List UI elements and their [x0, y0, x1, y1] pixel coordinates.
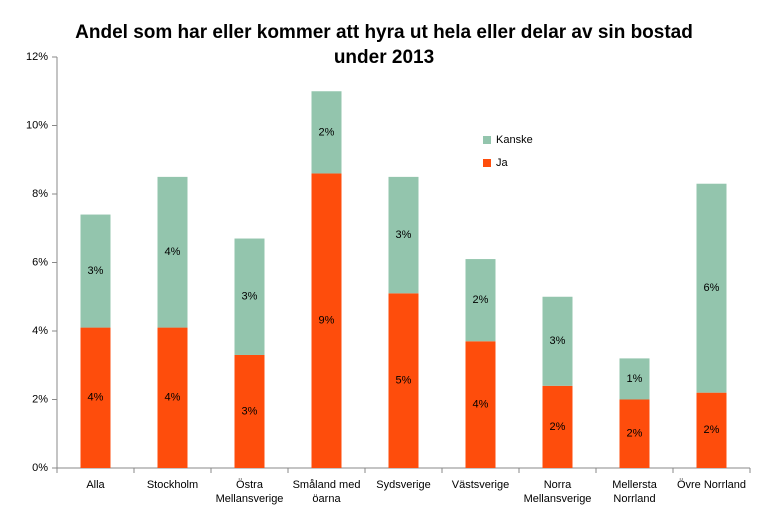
value-label: 3% [396, 229, 412, 241]
value-label: 6% [704, 282, 720, 294]
x-tick-label: Västsverige [451, 479, 510, 491]
bar-segment [311, 91, 342, 174]
value-label: 4% [165, 246, 181, 258]
x-tick-label: Mellersta Norrland [612, 479, 657, 505]
x-tick-label: Stockholm [146, 479, 199, 491]
bar-segment [696, 183, 727, 393]
x-tick-label: Alla [86, 479, 105, 491]
value-label: 2% [627, 428, 643, 440]
x-tick-label: Östra Mellansverige [215, 479, 284, 505]
bar-segment [388, 293, 419, 468]
bar-segment [80, 327, 111, 468]
value-label: 2% [704, 424, 720, 436]
legend-label: Kanske [496, 134, 533, 146]
bar-segment [311, 173, 342, 468]
legend-swatch [483, 159, 491, 167]
bar-segment [619, 399, 650, 468]
bar-segment [542, 296, 573, 386]
value-label: 3% [88, 265, 104, 277]
bar-segment [157, 176, 188, 328]
bar-segment [234, 354, 265, 468]
legend-label: Ja [496, 157, 509, 169]
value-label: 9% [319, 315, 335, 327]
value-label: 2% [550, 421, 566, 433]
value-label: 2% [319, 126, 335, 138]
value-label: 4% [473, 399, 489, 411]
legend-swatch [483, 136, 491, 144]
x-tick-label: Småland med öarna [292, 479, 361, 505]
bar-segment [696, 392, 727, 468]
bar-segment [465, 341, 496, 468]
y-tick-label: 4% [32, 325, 48, 337]
value-label: 3% [242, 291, 258, 303]
value-label: 3% [550, 335, 566, 347]
bar-segment [234, 238, 265, 355]
value-label: 2% [473, 294, 489, 306]
value-label: 4% [88, 392, 104, 404]
bar-segment [157, 327, 188, 468]
chart-title: Andel som har eller kommer att hyra ut h… [75, 22, 693, 68]
x-tick-label: Norra Mellansverige [523, 479, 592, 505]
y-tick-label: 6% [32, 256, 48, 268]
bar-segment [388, 176, 419, 294]
y-tick-label: 0% [32, 462, 48, 474]
y-tick-label: 10% [26, 119, 48, 131]
y-tick-label: 2% [32, 393, 48, 405]
value-label: 1% [627, 373, 643, 385]
x-tick-label: Övre Norrland [676, 479, 747, 491]
x-tick-label: Sydsverige [376, 479, 431, 491]
bar-segment [80, 214, 111, 328]
value-label: 3% [242, 405, 258, 417]
bar-segment [542, 385, 573, 468]
y-tick-label: 8% [32, 188, 48, 200]
value-label: 5% [396, 375, 412, 387]
value-label: 4% [165, 392, 181, 404]
y-tick-label: 12% [26, 51, 48, 63]
bar-segment [619, 358, 650, 400]
bar-segment [465, 259, 496, 342]
